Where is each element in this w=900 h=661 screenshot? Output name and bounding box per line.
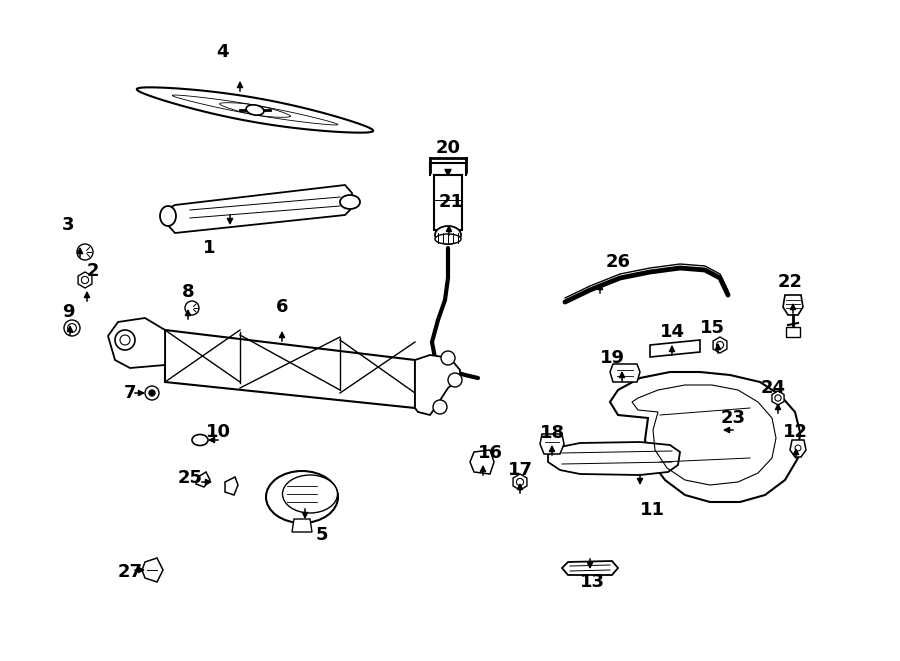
Text: 6: 6 [275, 298, 288, 316]
Polygon shape [562, 561, 618, 575]
Polygon shape [540, 434, 564, 454]
Text: 9: 9 [62, 303, 74, 321]
Text: 2: 2 [86, 262, 99, 280]
Circle shape [64, 320, 80, 336]
Ellipse shape [435, 234, 461, 244]
Text: 17: 17 [508, 461, 533, 479]
Circle shape [716, 341, 724, 348]
Text: 7: 7 [124, 384, 136, 402]
Polygon shape [548, 442, 680, 475]
Text: 1: 1 [202, 239, 215, 257]
Circle shape [115, 330, 135, 350]
Ellipse shape [266, 471, 338, 523]
Circle shape [795, 445, 801, 451]
Text: 21: 21 [438, 193, 464, 211]
Text: 16: 16 [478, 444, 502, 462]
Polygon shape [790, 440, 806, 457]
Polygon shape [610, 364, 640, 382]
Circle shape [448, 373, 462, 387]
Circle shape [433, 400, 447, 414]
Circle shape [77, 244, 93, 260]
Polygon shape [137, 87, 374, 133]
Polygon shape [196, 472, 210, 487]
Ellipse shape [160, 206, 176, 226]
Circle shape [775, 395, 781, 401]
Text: 12: 12 [782, 423, 807, 441]
Polygon shape [434, 175, 462, 230]
Text: 3: 3 [62, 216, 74, 234]
Polygon shape [415, 355, 460, 415]
Circle shape [441, 351, 455, 365]
Text: 5: 5 [316, 526, 328, 544]
Text: 13: 13 [580, 573, 605, 591]
Text: 18: 18 [539, 424, 564, 442]
Polygon shape [292, 519, 312, 532]
Polygon shape [165, 185, 352, 233]
Text: 27: 27 [118, 563, 142, 581]
Circle shape [81, 276, 88, 284]
Text: 11: 11 [640, 501, 664, 519]
Text: 19: 19 [599, 349, 625, 367]
Polygon shape [783, 295, 803, 315]
Ellipse shape [192, 434, 208, 446]
Text: 20: 20 [436, 139, 461, 157]
Text: 23: 23 [721, 409, 745, 427]
Text: 14: 14 [660, 323, 685, 341]
Polygon shape [610, 372, 800, 502]
Text: 10: 10 [205, 423, 230, 441]
Circle shape [517, 479, 524, 486]
Polygon shape [142, 558, 163, 582]
Text: 15: 15 [699, 319, 725, 337]
Text: 4: 4 [216, 43, 229, 61]
Text: 8: 8 [182, 283, 194, 301]
Polygon shape [650, 340, 700, 357]
Ellipse shape [435, 226, 461, 244]
Polygon shape [513, 474, 526, 490]
Ellipse shape [283, 475, 338, 513]
Circle shape [68, 324, 76, 332]
Circle shape [149, 390, 155, 396]
Bar [786, 327, 800, 337]
Text: 22: 22 [778, 273, 803, 291]
Circle shape [185, 301, 199, 315]
Polygon shape [165, 330, 415, 408]
Text: 26: 26 [606, 253, 631, 271]
Text: 24: 24 [760, 379, 786, 397]
Polygon shape [713, 337, 727, 353]
Polygon shape [108, 318, 165, 382]
Ellipse shape [340, 195, 360, 209]
Polygon shape [225, 477, 238, 495]
Polygon shape [772, 391, 784, 405]
Circle shape [120, 335, 130, 345]
Polygon shape [78, 272, 92, 288]
Text: 25: 25 [177, 469, 202, 487]
Ellipse shape [246, 105, 264, 115]
Polygon shape [470, 450, 494, 474]
Circle shape [145, 386, 159, 400]
